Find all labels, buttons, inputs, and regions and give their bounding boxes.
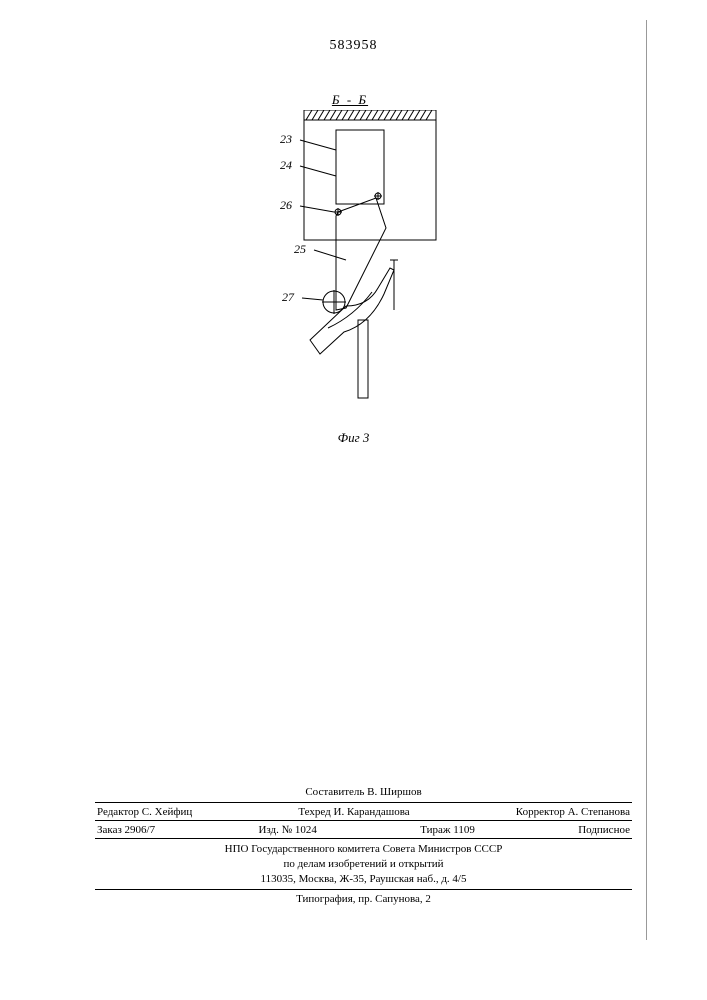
print-row: Заказ 2906/7 Изд. № 1024 Тираж 1109 Подп… — [95, 820, 632, 838]
org-line2: по делам изобретений и открытий — [95, 857, 632, 872]
editor: Редактор С. Хейфиц — [97, 806, 192, 818]
compiler-line: Составитель В. Ширшов — [95, 786, 632, 798]
org-line1: НПО Государственного комитета Совета Мин… — [95, 842, 632, 857]
typography-line: Типография, пр. Сапунова, 2 — [95, 889, 632, 905]
techred: Техред И. Карандашова — [298, 806, 409, 818]
order: Заказ 2906/7 — [97, 824, 155, 836]
org-line3: 113035, Москва, Ж-35, Раушская наб., д. … — [95, 872, 632, 887]
figure-caption: Фиг 3 — [0, 430, 707, 446]
callout-25: 25 — [294, 242, 306, 257]
figure-3: Б - Б — [250, 110, 450, 420]
imprint-footer: Составитель В. Ширшов Редактор С. Хейфиц… — [95, 786, 632, 905]
org-block: НПО Государственного комитета Совета Мин… — [95, 838, 632, 887]
callout-27: 27 — [282, 290, 294, 305]
section-label: Б - Б — [250, 92, 450, 108]
izd: Изд. № 1024 — [258, 824, 316, 836]
credits-row: Редактор С. Хейфиц Техред И. Карандашова… — [95, 802, 632, 820]
callout-23: 23 — [280, 132, 292, 147]
callout-24: 24 — [280, 158, 292, 173]
figure-drawing — [250, 110, 450, 420]
subscr: Подписное — [578, 824, 630, 836]
corrector: Корректор А. Степанова — [516, 806, 630, 818]
page-number: 583958 — [0, 38, 707, 54]
callout-26: 26 — [280, 198, 292, 213]
tirazh: Тираж 1109 — [420, 824, 475, 836]
